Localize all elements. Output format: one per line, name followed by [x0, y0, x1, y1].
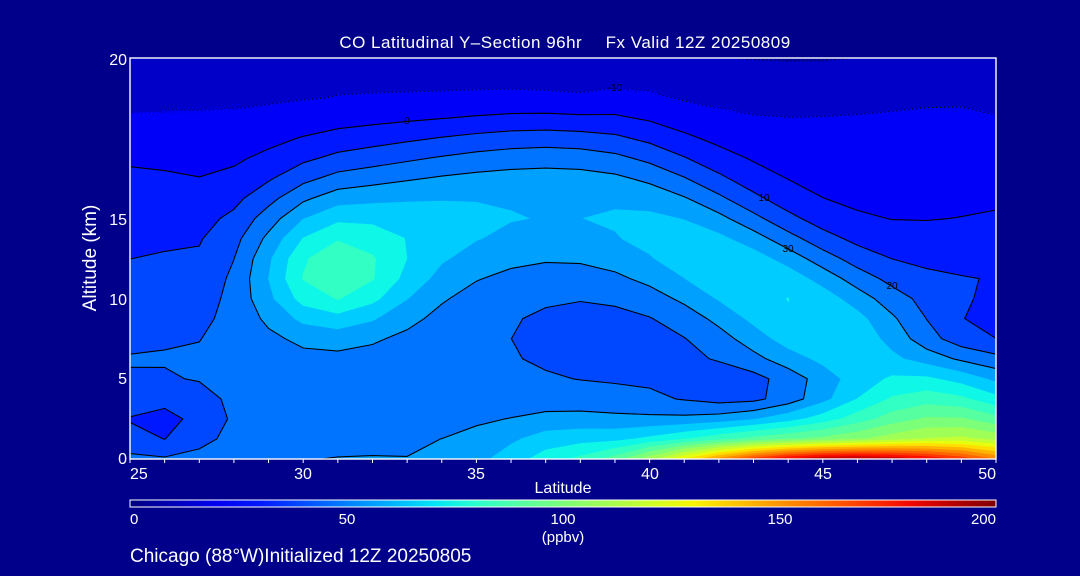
svg-text:15: 15 — [109, 212, 127, 229]
svg-text:30: 30 — [294, 466, 312, 483]
svg-text:5: 5 — [118, 371, 127, 388]
svg-text:40: 40 — [641, 466, 659, 483]
svg-text:25: 25 — [130, 466, 148, 483]
svg-text:0: 0 — [130, 511, 138, 528]
svg-text:Altitude (km): Altitude (km) — [80, 205, 101, 312]
svg-text:10: 10 — [109, 292, 127, 309]
svg-text:10: 10 — [758, 193, 770, 204]
svg-text:100: 100 — [550, 511, 575, 528]
svg-text:45: 45 — [814, 466, 832, 483]
svg-text:20: 20 — [886, 281, 898, 292]
svg-text:Latitude: Latitude — [535, 480, 592, 497]
svg-text:20: 20 — [109, 52, 127, 69]
svg-text:30: 30 — [782, 244, 794, 255]
svg-text:Chicago (88°W)Initialized 12Z: Chicago (88°W)Initialized 12Z 20250805 — [130, 546, 471, 567]
svg-text:0: 0 — [404, 116, 410, 127]
svg-text:50: 50 — [339, 511, 356, 528]
svg-text:0: 0 — [118, 451, 127, 468]
svg-text:CO Latitudinal Y–Section 96hr: CO Latitudinal Y–Section 96hr Fx Valid 1… — [339, 33, 790, 52]
svg-text:150: 150 — [767, 511, 792, 528]
svg-text:200: 200 — [971, 511, 996, 528]
svg-text:(ppbv): (ppbv) — [542, 529, 585, 546]
svg-text:35: 35 — [467, 466, 485, 483]
svg-text:-10: -10 — [608, 83, 623, 94]
svg-text:50: 50 — [978, 466, 996, 483]
